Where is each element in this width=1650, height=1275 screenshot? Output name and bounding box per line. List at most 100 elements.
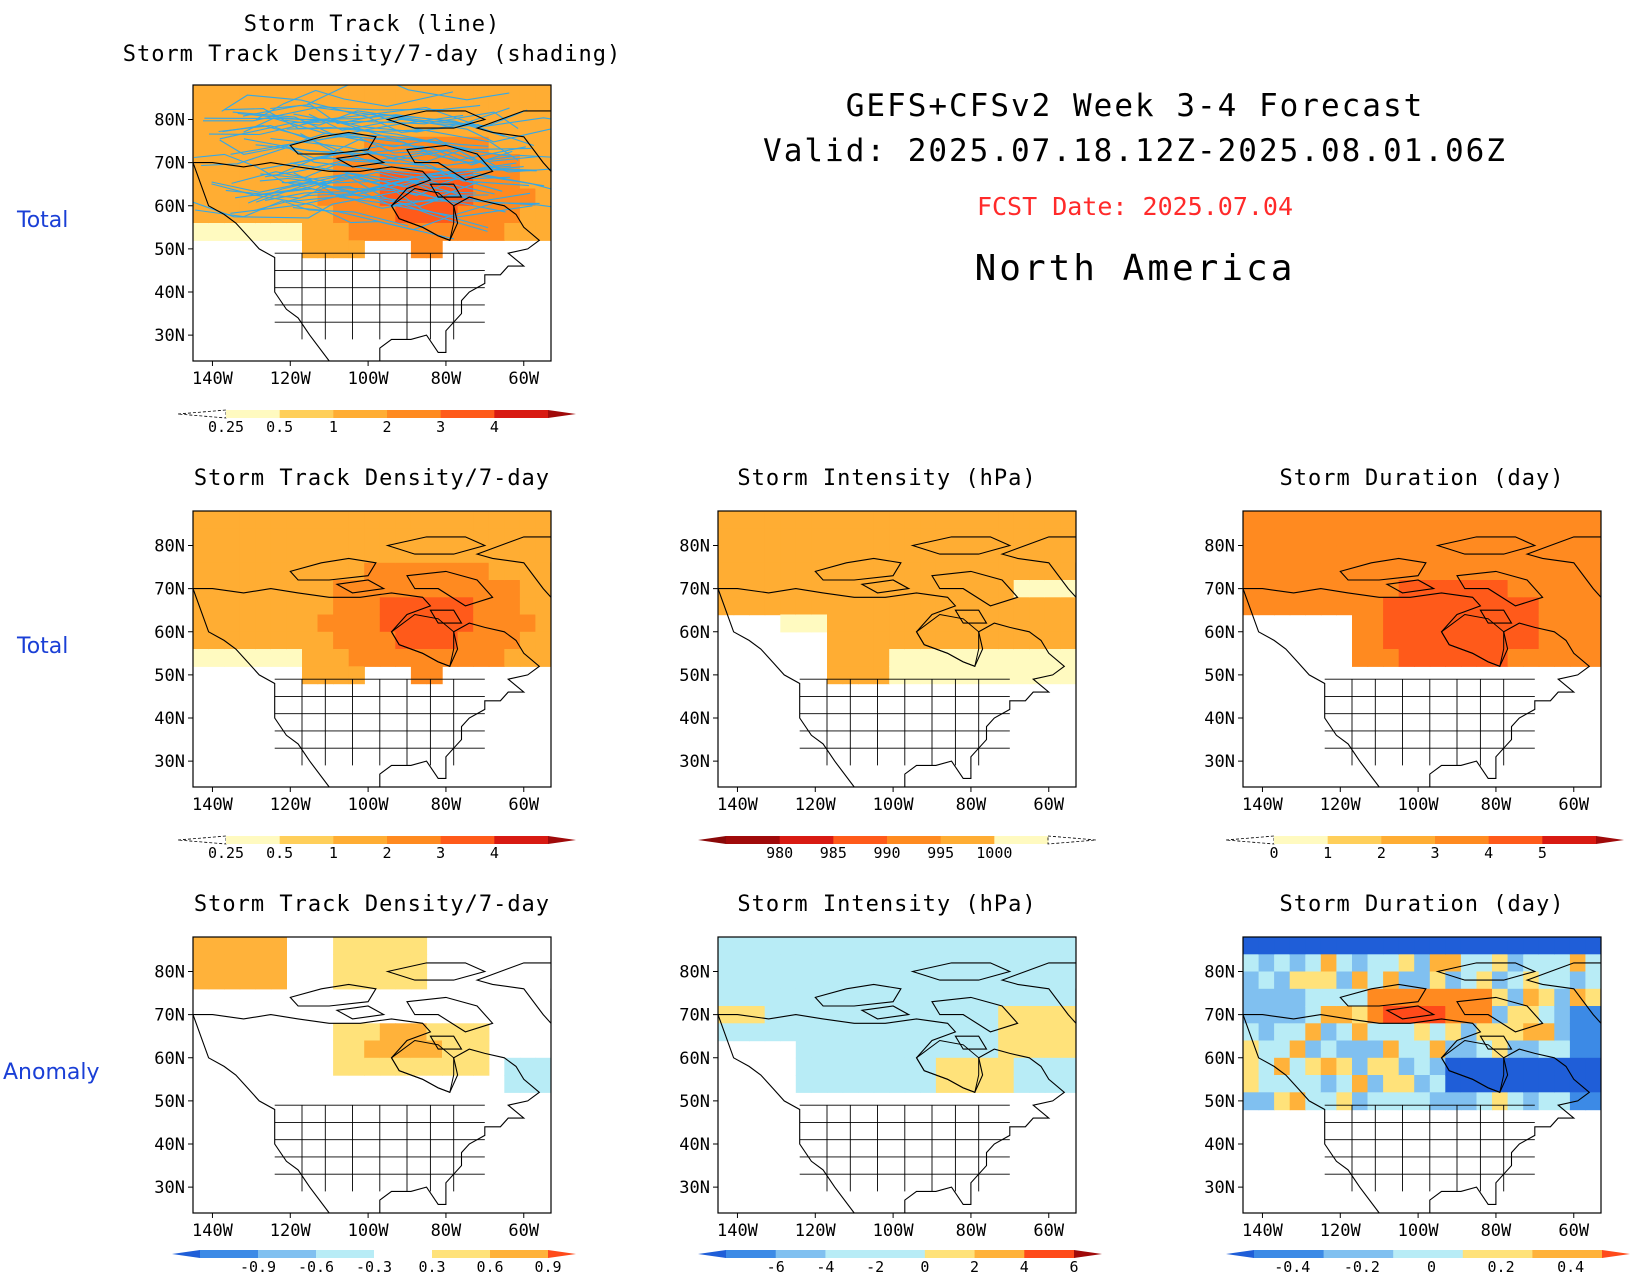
colorbar-swatch [1254,1250,1325,1258]
field-cell [998,545,1015,564]
field-cell [1414,937,1431,955]
field-cell [904,649,921,667]
colorbar-end [548,410,576,418]
field-cell [842,1040,859,1059]
field-cell [379,954,396,973]
field-cell [967,511,984,529]
field-cell [1320,937,1337,955]
field-cell [473,85,490,103]
field-cell [1538,1057,1555,1076]
field-cell [951,1075,968,1093]
colorbar-swatch [226,836,281,844]
field-cell [1554,528,1571,547]
field-cell [395,528,412,547]
field-cell [1398,511,1415,529]
field-cell [1398,597,1415,616]
field-cell [935,1057,953,1076]
field-cell [889,988,906,1007]
field-cell [364,1040,381,1059]
field-cell [504,136,521,155]
field-cell [935,954,953,973]
field-cell [889,562,906,581]
field-cell [858,937,875,955]
field-cell [749,562,766,581]
field-cell [270,511,287,529]
coastline [1000,536,1076,599]
field-cell [1429,988,1446,1007]
field-cell [904,937,921,955]
field-cell [858,954,875,973]
field-cell [858,562,875,581]
field-cell [1336,1057,1353,1076]
field-cell [348,85,365,103]
field-cell [1523,1092,1540,1111]
storm-track-line [300,133,510,157]
field-cell [1029,1075,1046,1093]
field-cell [1414,562,1431,581]
field-cell [255,223,272,241]
field-cell [208,597,225,616]
field-cell [935,614,953,633]
field-cell [1554,988,1571,1007]
field-cell [1569,1006,1587,1024]
coastline [475,536,551,599]
field-cell [1585,937,1601,955]
field-cell [1398,937,1415,955]
lon-label: 140W [192,1221,234,1241]
field-cell [904,528,921,547]
field-cell [1029,562,1046,581]
lon-label: 60W [1558,1221,1589,1241]
panel-title-anom-density: Storm Track Density/7-day [193,892,551,917]
field-cell [1029,1057,1046,1076]
field-cell [488,528,505,547]
field-cell [842,562,859,581]
field-cell [795,545,812,564]
field-cell [1305,580,1322,598]
field-cell [255,545,272,564]
coastline [335,153,386,168]
field-cell [348,937,365,955]
field-cell [1013,666,1030,685]
field-cell [364,545,381,564]
colorbar-swatch [333,410,388,418]
field-cell [224,971,241,990]
field-cell [302,597,319,616]
field-cell [364,597,381,616]
colorbar-swatch [1435,836,1490,844]
field-cell [811,1040,828,1059]
field-cell [504,188,521,207]
field-cell [873,631,890,650]
field-cell [982,1006,999,1024]
map-frame [717,510,1077,788]
field-cell [827,545,844,564]
field-cell [348,1040,365,1059]
field-cell [982,631,999,650]
field-cell [410,597,428,616]
field-cell [1258,988,1275,1007]
field-cell [1429,1040,1446,1059]
field-cell [1523,511,1540,529]
field-cell [1429,971,1446,990]
field-cell [749,597,766,616]
field-cell [1429,597,1446,616]
field-cell [858,1040,875,1059]
field-cell [733,954,750,973]
field-cell [920,511,937,529]
field-cell [1523,614,1540,633]
coastline [390,613,455,667]
field-cell [457,1057,474,1076]
field-cell [998,511,1015,529]
field-cell [827,1023,844,1042]
field-cell [998,649,1015,667]
field-cell [270,649,287,667]
field-cell [904,597,921,616]
field-cell [1538,649,1555,667]
field-cell [1029,988,1046,1007]
field-cell [1336,937,1353,955]
field-cell [1289,1040,1306,1059]
field-cell [1289,1075,1306,1093]
field-cell [1013,528,1030,547]
storm-track-line [286,127,537,171]
field-cell [1429,1023,1446,1042]
field-cell [442,649,459,667]
